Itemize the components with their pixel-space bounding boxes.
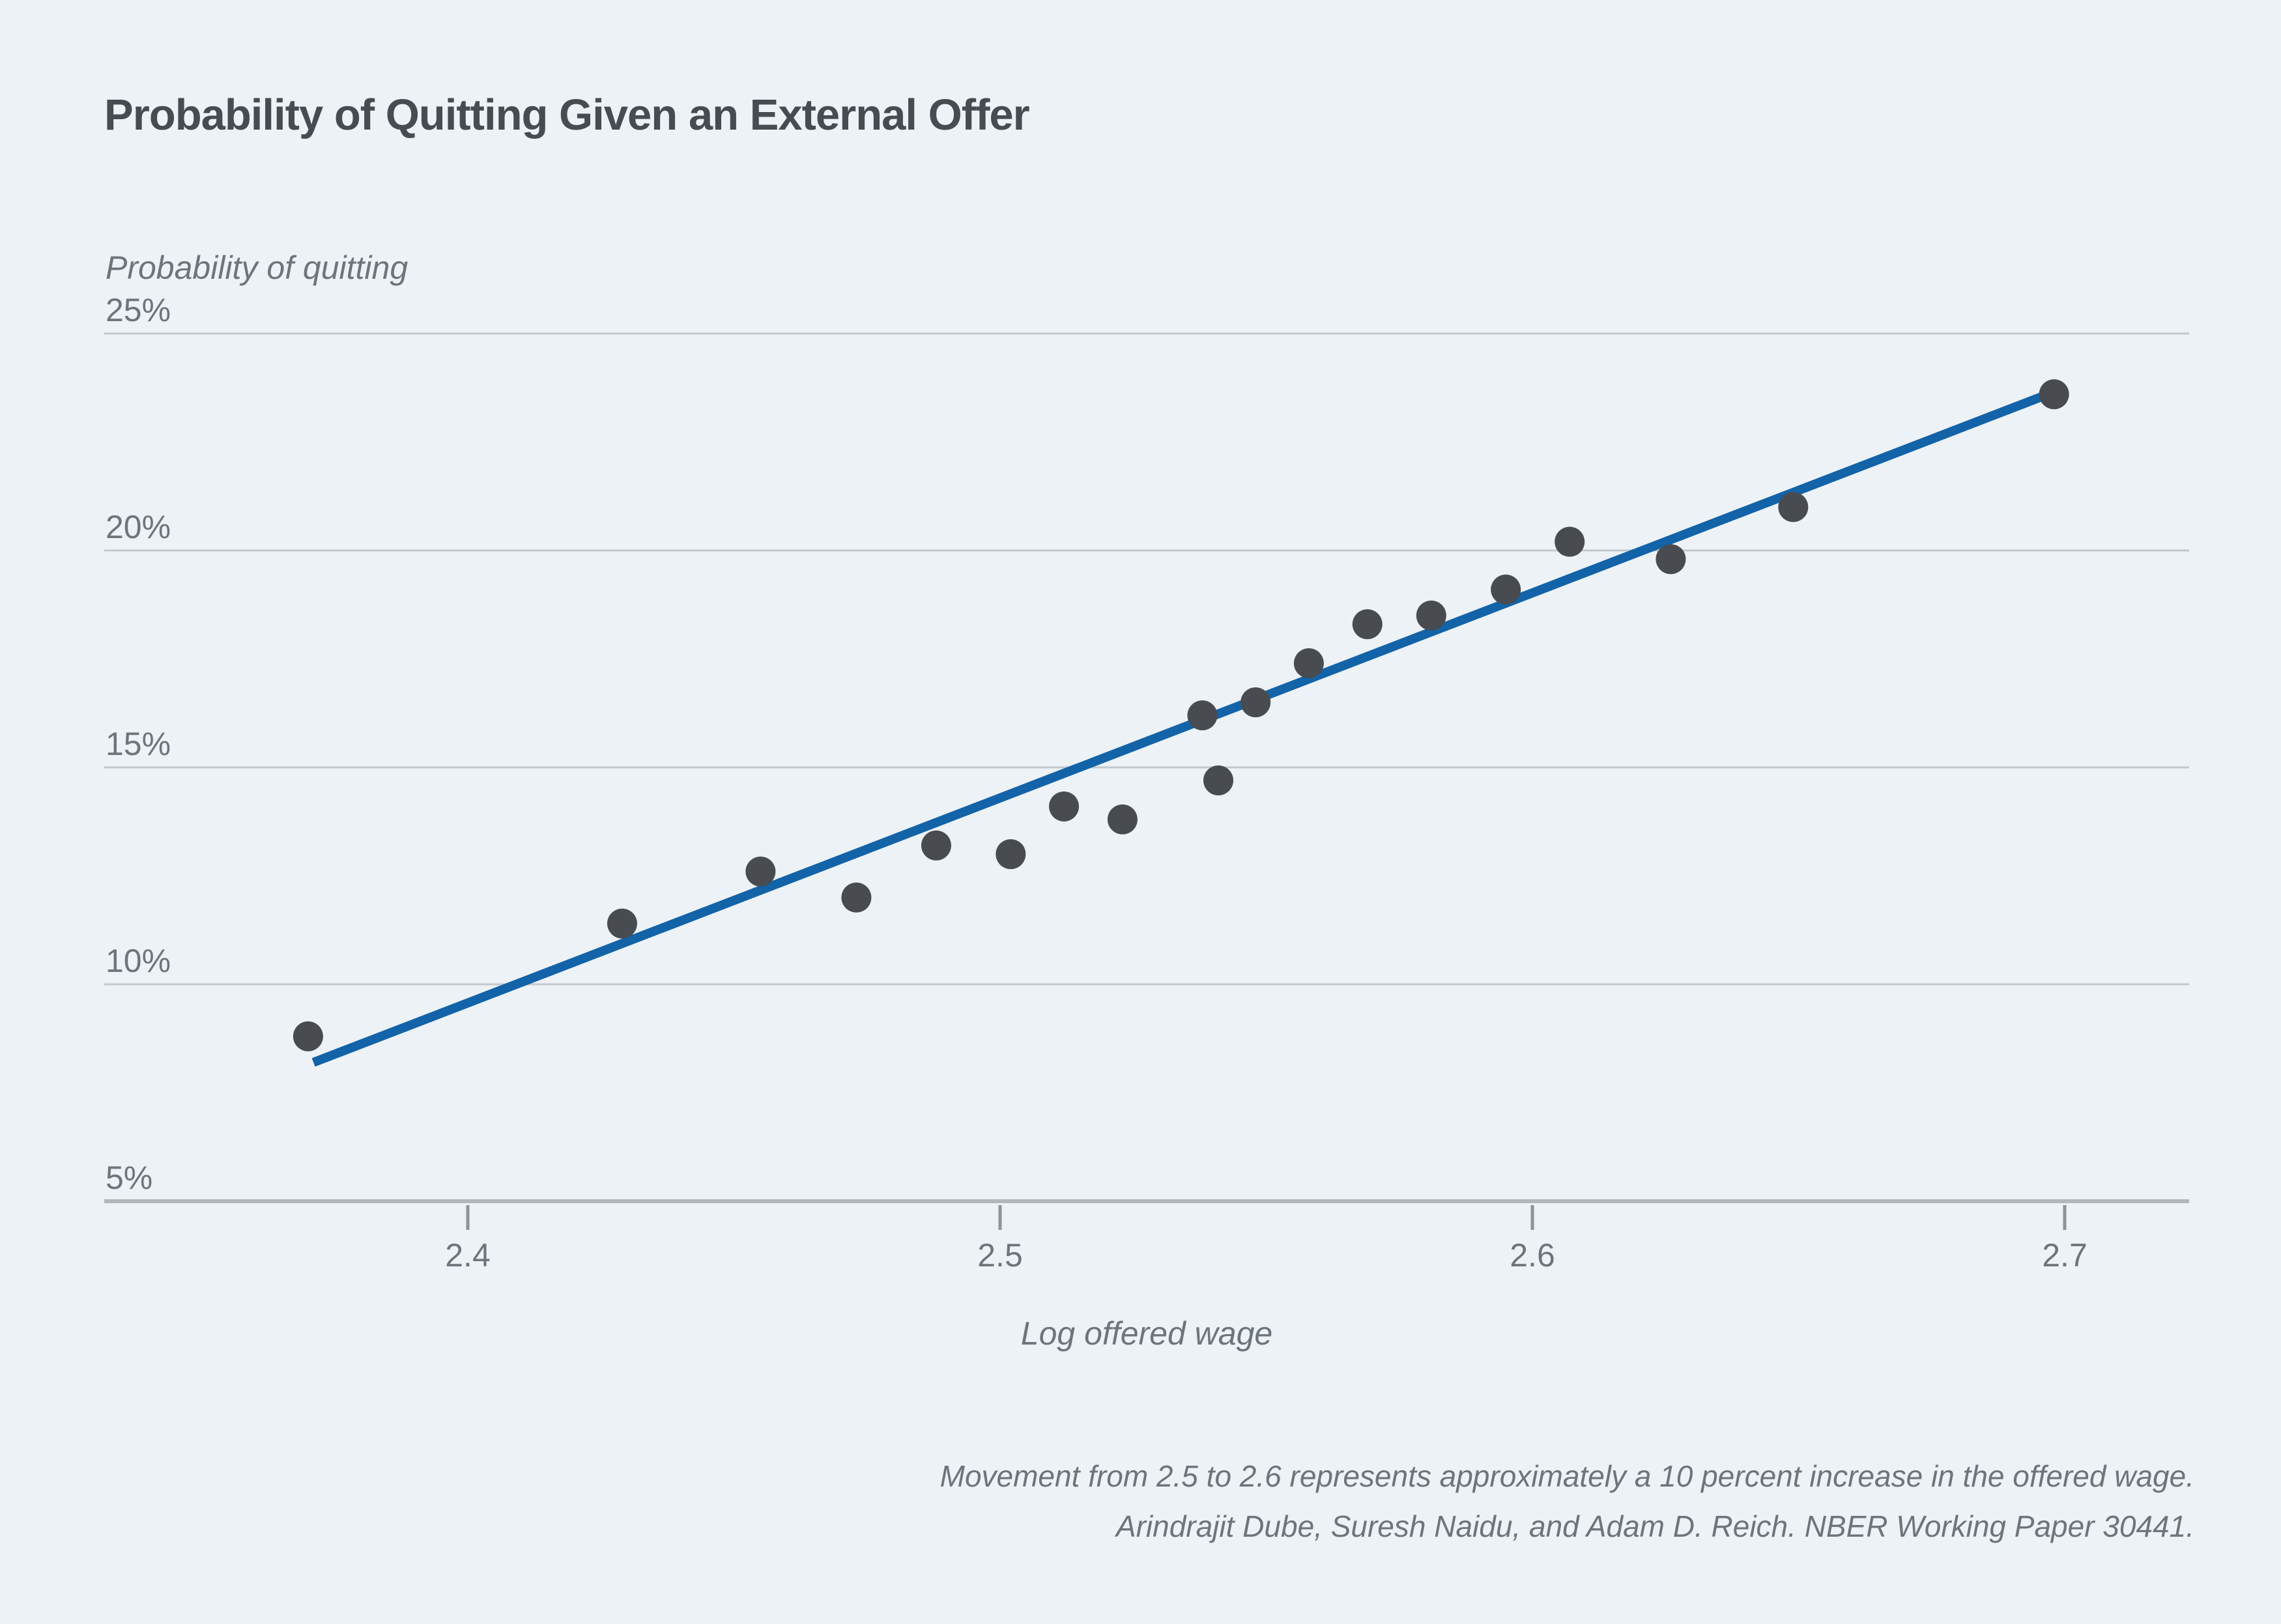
data-point: [996, 839, 1026, 870]
x-tick-label: 2.7: [2042, 1237, 2087, 1274]
data-point: [1187, 700, 1218, 731]
y-tick-label: 10%: [106, 943, 171, 979]
data-point: [1107, 804, 1138, 834]
caption-line-2: Arindrajit Dube, Suresh Naidu, and Adam …: [1115, 1509, 2194, 1543]
data-point: [1416, 600, 1446, 631]
trend-line: [311, 386, 2061, 1067]
data-point: [1293, 648, 1324, 679]
y-axis-label: Probability of quitting: [106, 249, 409, 286]
data-point: [841, 882, 872, 913]
data-point: [1241, 687, 1271, 718]
data-point: [1352, 609, 1383, 640]
data-point: [745, 856, 776, 887]
chart-caption: Movement from 2.5 to 2.6 represents appr…: [940, 1451, 2194, 1552]
data-point: [1491, 574, 1521, 605]
y-tick-label: 25%: [106, 292, 171, 328]
data-point: [1049, 791, 1080, 821]
y-tick-label: 20%: [106, 509, 171, 545]
data-point: [921, 830, 951, 861]
data-point: [1203, 765, 1233, 795]
data-point: [1555, 526, 1585, 557]
data-point: [2039, 379, 2069, 410]
y-tick-label: 5%: [106, 1160, 153, 1196]
chart-title: Probability of Quitting Given an Externa…: [104, 91, 1030, 139]
caption-line-1: Movement from 2.5 to 2.6 represents appr…: [940, 1459, 2194, 1493]
x-tick-label: 2.6: [1510, 1237, 1555, 1274]
data-point: [293, 1021, 323, 1051]
x-tick-label: 2.4: [445, 1237, 491, 1274]
data-point: [1656, 544, 1686, 575]
data-point: [607, 908, 637, 939]
x-tick-label: 2.5: [977, 1237, 1023, 1274]
y-tick-label: 15%: [106, 726, 171, 762]
x-axis-label: Log offered wage: [1020, 1315, 1273, 1352]
data-point: [1778, 492, 1809, 522]
